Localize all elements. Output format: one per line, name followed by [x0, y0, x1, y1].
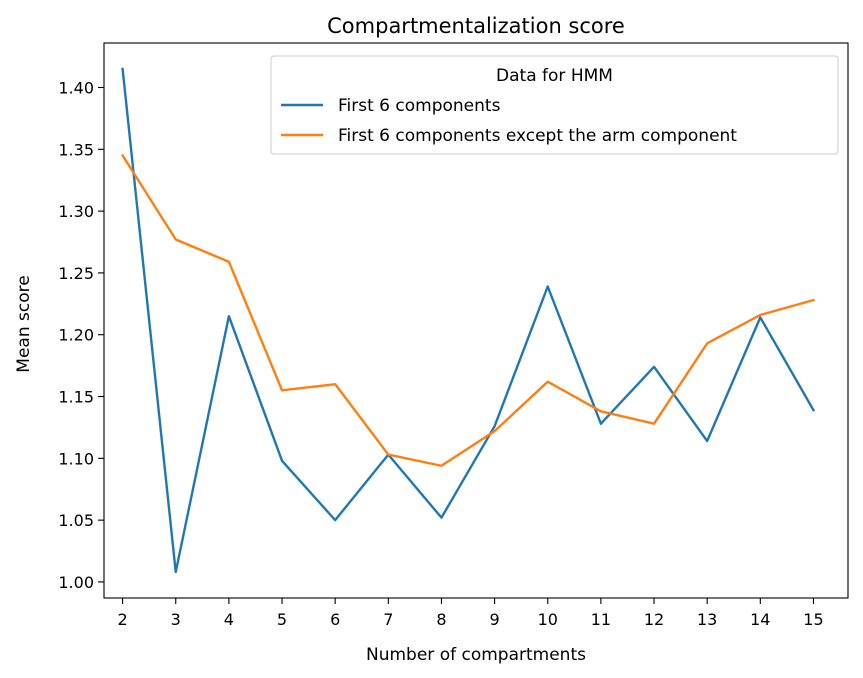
x-tick-label: 3: [171, 610, 181, 629]
y-tick-label: 1.40: [58, 78, 94, 97]
y-tick-label: 1.30: [58, 202, 94, 221]
plot-area: 2 3 4 5 6 7 8 9 10 11 12 13 14 15 1.00 1.05 1.10 1.15 1.20…: [58, 42, 849, 629]
legend-box: [270, 55, 839, 155]
legend-label-1: First 6 components: [338, 96, 501, 116]
y-tick-label: 1.15: [58, 388, 94, 407]
x-tick-label: 5: [277, 610, 287, 629]
y-tick-label: 1.05: [58, 511, 94, 530]
x-tick-label: 12: [644, 610, 664, 629]
y-tick-label: 1.35: [58, 140, 94, 159]
series-line-1: [121, 67, 816, 574]
y-axis-label: Mean score: [14, 275, 34, 372]
x-tick-label: 8: [436, 610, 446, 629]
y-tick-label: 1.00: [58, 573, 94, 592]
y-tick-label: 1.20: [58, 326, 94, 345]
plot-frame: [103, 42, 849, 599]
legend-label-2: First 6 components except the arm compon…: [338, 126, 737, 146]
x-tick-label: 14: [750, 610, 770, 629]
x-tick-label: 9: [490, 610, 500, 629]
chart-title: Compartmentalization score: [327, 14, 625, 38]
x-axis-label: Number of compartments: [366, 645, 586, 665]
y-tick-label: 1.25: [58, 264, 94, 283]
x-tick-label: 4: [224, 610, 234, 629]
series-line-2: [120, 153, 815, 467]
legend-title: Data for HMM: [496, 66, 613, 86]
x-tick-label: 15: [803, 610, 823, 629]
x-tick-label: 6: [330, 610, 340, 629]
x-tick-label: 7: [383, 610, 393, 629]
x-tick-label: 11: [591, 610, 611, 629]
x-tick-label: 13: [697, 610, 717, 629]
y-tick-label: 1.10: [58, 449, 94, 468]
x-tick-label: 10: [538, 610, 558, 629]
x-tick-label: 2: [118, 610, 128, 629]
